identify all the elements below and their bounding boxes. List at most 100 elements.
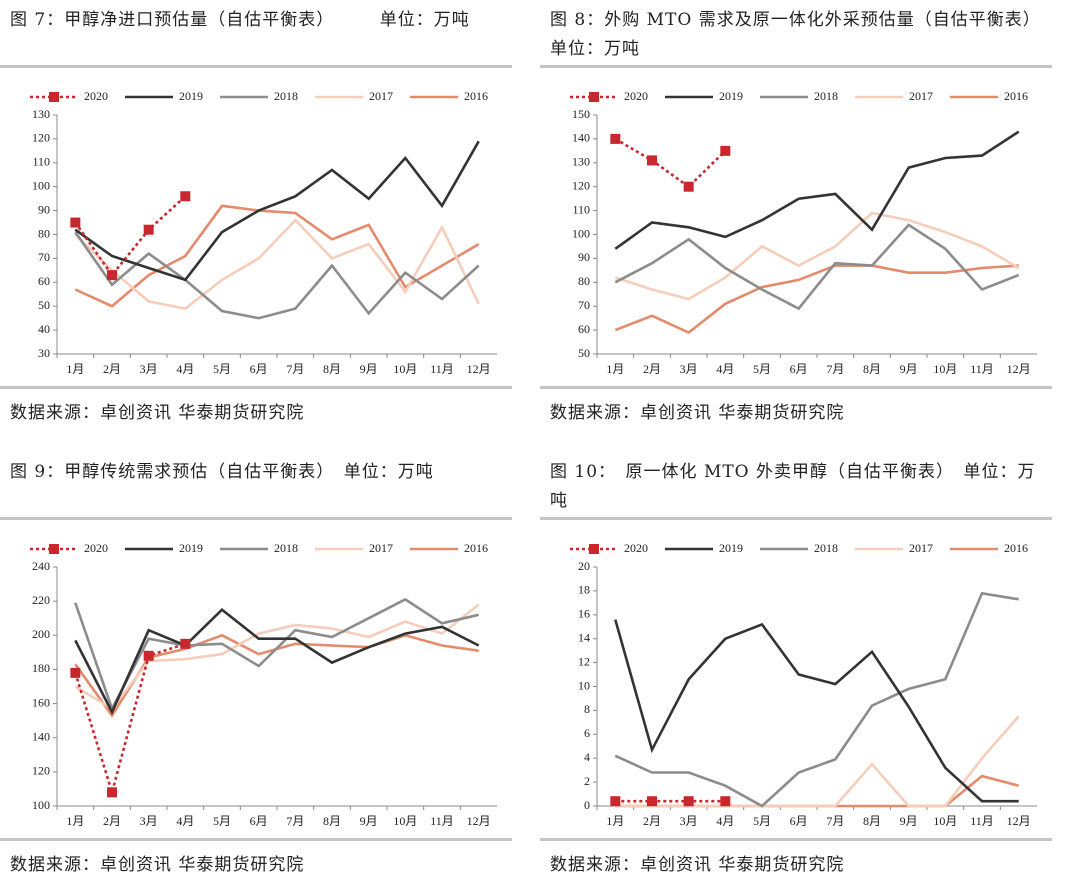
legend-label: 2019 (179, 89, 203, 103)
series-line (74, 140, 480, 282)
y-tick-label: 50 (38, 298, 50, 312)
figure-panel: 图 9：甲醇传统需求预估（自估平衡表） 单位：万吨 100 120 140 160 180… (0, 452, 512, 892)
x-tick-label: 7月 (286, 362, 304, 376)
figure-source: 数据来源：卓创资讯 华泰期货研究院 (550, 855, 845, 875)
y-tick-label: 130 (32, 107, 50, 121)
y-tick-label: 16 (578, 607, 590, 621)
x-tick-label: 11月 (970, 362, 994, 376)
x-tick-label: 3月 (140, 814, 158, 828)
figure-source: 数据来源：卓创资讯 华泰期货研究院 (10, 855, 305, 875)
legend-label: 2018 (274, 89, 298, 103)
point-marker (107, 270, 117, 281)
x-tick-label: 8月 (323, 362, 341, 376)
x-tick-label: 7月 (826, 814, 844, 828)
x-tick-label: 4月 (716, 814, 734, 828)
figure-panel: 图 8：外购 MTO 需求及原一体化外采预估量（自估平衡表） 单位：万吨 50 60… (540, 0, 1080, 440)
series-line (614, 591, 1019, 808)
x-tick-label: 4月 (176, 814, 194, 828)
legend-label: 2019 (719, 89, 743, 103)
y-tick-label: 40 (38, 322, 50, 336)
rule (0, 838, 512, 841)
chart: 30 40 50 60 70 80 90 100 110 120 130 1月 2月 3月 4月 5月 6月 7月… (30, 89, 497, 376)
x-tick-label: 4月 (716, 362, 734, 376)
x-tick-label: 3月 (140, 362, 158, 376)
x-tick-label: 9月 (900, 814, 918, 828)
y-tick-label: 100 (32, 178, 50, 192)
point-marker (647, 155, 657, 166)
x-tick-label: 6月 (790, 814, 808, 828)
point-marker (610, 133, 621, 144)
x-tick-label: 12月 (467, 814, 491, 828)
legend-label: 2020 (84, 89, 108, 103)
y-tick-label: 18 (578, 583, 590, 597)
y-tick-label: 200 (32, 627, 50, 641)
y-tick-label: 120 (32, 131, 50, 145)
y-tick-label: 50 (578, 346, 590, 360)
rule (540, 386, 1052, 389)
y-tick-label: 6 (584, 726, 590, 740)
series-line (74, 195, 187, 278)
x-tick-label: 1月 (606, 362, 624, 376)
x-tick-label: 2月 (643, 362, 661, 376)
x-tick-label: 8月 (863, 362, 881, 376)
y-tick-label: 140 (572, 131, 590, 145)
x-tick-label: 2月 (103, 814, 121, 828)
rule (540, 65, 1052, 68)
series-line (74, 218, 480, 310)
x-tick-label: 1月 (66, 362, 84, 376)
legend-marker (49, 544, 59, 554)
x-tick-label: 10月 (393, 362, 417, 376)
x-tick-label: 11月 (970, 814, 994, 828)
x-tick-label: 2月 (643, 814, 661, 828)
y-tick-label: 60 (578, 322, 590, 336)
x-tick-label: 10月 (393, 814, 417, 828)
legend-label: 2018 (814, 89, 838, 103)
legend-marker (589, 92, 599, 102)
x-tick-label: 12月 (467, 362, 491, 376)
y-tick-label: 20 (578, 559, 590, 573)
legend-label: 2019 (719, 541, 743, 555)
point-marker (143, 224, 154, 235)
x-tick-label: 5月 (753, 814, 771, 828)
legend-label: 2017 (369, 89, 393, 103)
y-tick-label: 110 (572, 202, 590, 216)
figure-title: 图 10： 原一体化 MTO 外卖甲醇（自估平衡表） 单位：万吨 (550, 462, 1036, 511)
y-tick-label: 30 (38, 346, 50, 360)
point-marker (180, 638, 191, 649)
legend-label: 2016 (1004, 89, 1028, 103)
figure-panel: 图 10： 原一体化 MTO 外卖甲醇（自估平衡表） 单位：万吨 0 2 4 6 8 10 1… (540, 452, 1052, 892)
series-line (614, 211, 1020, 301)
point-marker (647, 796, 657, 807)
legend-label: 2017 (909, 541, 933, 555)
x-tick-label: 1月 (606, 814, 624, 828)
y-tick-label: 14 (578, 630, 590, 644)
x-tick-label: 7月 (286, 814, 304, 828)
point-marker (107, 787, 117, 798)
series-line (614, 137, 727, 189)
x-tick-label: 9月 (900, 362, 918, 376)
y-tick-label: 120 (572, 178, 590, 192)
series-line (614, 130, 1020, 250)
series-line (74, 597, 479, 712)
rule (540, 838, 1052, 841)
legend-label: 2020 (624, 89, 648, 103)
legend-label: 2020 (84, 541, 108, 555)
figure-title: 图 8：外购 MTO 需求及原一体化外采预估量（自估平衡表） 单位：万吨 (550, 10, 1080, 59)
y-tick-label: 0 (584, 798, 590, 812)
chart: 50 60 70 80 90 100 110 120 130 140 150 1月 2月 3月 4月 5月 6月… (570, 89, 1037, 376)
series-line (615, 715, 1020, 808)
y-tick-label: 130 (572, 155, 590, 169)
legend-label: 2019 (179, 541, 203, 555)
x-tick-label: 9月 (360, 814, 378, 828)
point-marker (720, 796, 731, 807)
legend-label: 2018 (814, 541, 838, 555)
point-marker (610, 796, 621, 807)
y-tick-label: 90 (38, 202, 50, 216)
x-tick-label: 5月 (213, 814, 231, 828)
y-tick-label: 140 (32, 729, 50, 743)
y-tick-label: 4 (584, 750, 590, 764)
x-tick-label: 5月 (753, 362, 771, 376)
y-tick-label: 90 (578, 250, 590, 264)
y-tick-label: 80 (38, 226, 50, 240)
point-marker (683, 181, 694, 192)
